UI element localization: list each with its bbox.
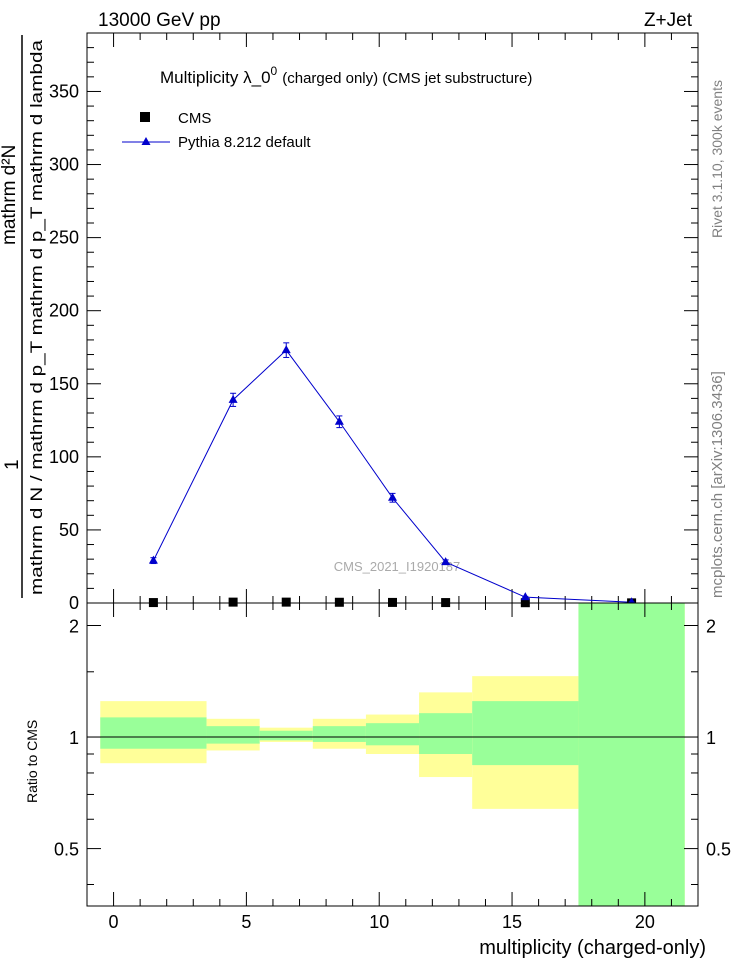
ratio-bands — [100, 603, 685, 906]
legend-marker-cms — [140, 112, 150, 122]
energy-label: 13000 GeV pp — [98, 10, 221, 31]
ratio-band-green — [578, 603, 685, 906]
ratio-y-tick-label-right: 2 — [706, 616, 716, 636]
main-y-axis: 0 50 100 150 200 250 300 350 — [49, 32, 698, 613]
x-tick-label: 10 — [369, 912, 389, 932]
pythia-line — [152, 349, 632, 603]
legend-label-pythia: Pythia 8.212 default — [178, 134, 311, 151]
main-y-tick-label: 50 — [59, 520, 79, 540]
y-label-numerator: mathrm d²N — [0, 145, 20, 245]
ratio-band-green — [419, 713, 473, 755]
ratio-band-green — [365, 723, 420, 746]
process-label: Z+Jet — [644, 10, 693, 31]
pythia-data-point — [148, 555, 158, 564]
main-y-tick-label: 0 — [69, 593, 79, 613]
pythia-data-point — [388, 492, 397, 501]
pythia-data-point — [441, 557, 451, 566]
x-axis-label: multiplicity (charged-only) — [479, 937, 706, 959]
ratio-y-tick-label-left: 2 — [69, 616, 79, 636]
watermark: CMS_2021_I1920187 — [334, 559, 461, 574]
main-y-tick-label: 350 — [49, 81, 79, 101]
ratio-y-tick-label-right: 1 — [706, 728, 716, 748]
x-tick-label: 5 — [241, 912, 251, 932]
main-y-tick-label: 200 — [49, 301, 79, 321]
ratio-y-tick-label-right: 0.5 — [706, 840, 731, 860]
y-label-denominator: mathrm d N / mathrm d p_T mathrm d p_T m… — [27, 39, 46, 595]
ratio-band-green — [259, 730, 313, 741]
cms-data-point — [388, 597, 397, 607]
rivet-label: Rivet 3.1.10, 300k events — [709, 80, 725, 238]
cms-data-point — [228, 597, 238, 607]
legend: CMS Pythia 8.212 default — [122, 110, 311, 151]
main-x-ticks — [86, 33, 699, 603]
main-y-tick-label: 250 — [49, 228, 79, 248]
legend-label-cms: CMS — [178, 110, 211, 127]
legend-marker-pythia — [141, 137, 151, 145]
plot-title-rest: (charged only) (CMS jet substructure) — [282, 70, 532, 87]
ratio-y-tick-label-left: 1 — [69, 728, 79, 748]
ratio-band-green — [206, 726, 260, 744]
ratio-band-green — [472, 701, 579, 766]
main-y-tick-label: 100 — [49, 447, 79, 467]
plot-title: Multiplicity λ_00 (charged only) (CMS jet… — [160, 64, 532, 87]
plot-title-sup: 0 — [271, 64, 278, 78]
pythia-data-point — [281, 345, 291, 354]
x-tick-label: 15 — [502, 912, 522, 932]
ratio-y-tick-label-left: 0.5 — [54, 840, 79, 860]
cms-data-point — [281, 597, 291, 607]
y-label-one: 1 — [2, 459, 23, 470]
mcplots-label: mcplots.cern.ch [arXiv:1306.3436] — [709, 371, 726, 598]
main-y-tick-label: 150 — [49, 374, 79, 394]
pythia-data-point — [334, 416, 344, 425]
ratio-band-green — [100, 717, 207, 749]
plot-title-main: Multiplicity λ_0 — [160, 68, 271, 87]
ratio-axes: 0.5 0.51 12 20 5 10 15 20 — [54, 603, 731, 932]
pythia-data-point — [520, 592, 530, 601]
main-y-tick-label: 300 — [49, 155, 79, 175]
main-y-axis-label: 1 mathrm d²N mathrm d N / mathrm d p_T m… — [0, 35, 46, 598]
cms-data-point — [334, 597, 344, 607]
ratio-y-label: Ratio to CMS — [24, 720, 40, 803]
x-tick-label: 20 — [635, 912, 655, 932]
ratio-plot-panel: 0.5 0.51 12 20 5 10 15 20 Ratio to CMS multipli… — [24, 602, 731, 959]
ratio-band-green — [312, 726, 366, 742]
x-tick-label: 0 — [109, 912, 119, 932]
pythia-data-point — [228, 394, 238, 403]
